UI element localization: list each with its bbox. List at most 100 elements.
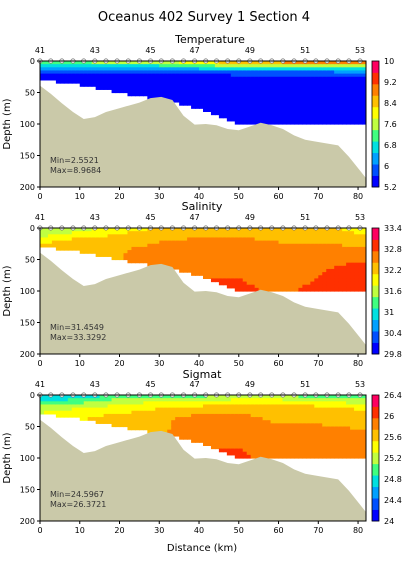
field-cell — [314, 281, 319, 286]
field-cell — [214, 89, 220, 94]
field-cell — [191, 243, 196, 248]
field-cell — [91, 401, 97, 406]
field-cell — [318, 228, 323, 232]
field-cell — [226, 101, 232, 106]
field-cell — [286, 420, 292, 424]
station-label: 45 — [145, 380, 155, 389]
field-cell — [274, 105, 280, 109]
field-cell — [274, 250, 280, 254]
field-cell — [322, 228, 327, 232]
field-cell — [179, 435, 184, 440]
field-cell — [187, 73, 192, 78]
field-cell — [155, 407, 160, 412]
field-cell — [322, 64, 327, 68]
colorbar — [371, 227, 380, 355]
field-cell — [290, 445, 296, 450]
field-cell — [139, 67, 144, 72]
colorbar-swatch — [372, 486, 379, 499]
field-cell — [270, 451, 276, 456]
x-tick-label: 30 — [154, 192, 164, 201]
field-cell — [346, 268, 351, 273]
field-cell — [342, 117, 347, 122]
field-cell — [318, 451, 323, 456]
field-cell — [127, 253, 133, 257]
field-cell — [342, 240, 347, 245]
field-cell — [214, 79, 220, 84]
field-cell — [306, 268, 311, 273]
field-cell — [131, 256, 137, 261]
field-cell — [151, 398, 156, 402]
field-cell — [314, 79, 319, 84]
field-cell — [238, 105, 244, 109]
station-label: 49 — [245, 213, 255, 222]
field-cell — [322, 404, 327, 409]
field-cell — [115, 250, 121, 254]
field-cell — [294, 410, 300, 415]
field-cell — [338, 268, 343, 273]
field-cell — [246, 407, 252, 412]
field-cell — [238, 451, 244, 456]
field-cell — [40, 234, 45, 239]
field-cell — [210, 426, 216, 431]
field-cell — [79, 234, 85, 239]
field-cell — [338, 114, 343, 119]
field-cell — [67, 237, 73, 242]
field-cell — [262, 105, 268, 109]
field-cell — [338, 228, 343, 232]
field-cell — [167, 76, 172, 81]
field-cell — [358, 442, 363, 446]
field-cell — [294, 259, 300, 264]
field-cell — [274, 95, 280, 100]
field-cell — [298, 253, 303, 257]
field-cell — [151, 420, 156, 424]
field-cell — [254, 423, 260, 428]
field-cell — [362, 231, 366, 235]
field-cell — [206, 253, 212, 257]
colorbar-swatch — [372, 129, 379, 142]
field-cell — [318, 417, 323, 421]
field-cell — [246, 287, 252, 292]
field-cell — [298, 92, 303, 97]
field-cell — [262, 92, 268, 97]
field-cell — [79, 410, 85, 415]
field-cell — [338, 61, 343, 65]
field-cell — [159, 76, 164, 81]
field-cell — [278, 246, 284, 251]
field-cell — [214, 237, 220, 242]
field-cell — [171, 423, 176, 428]
field-cell — [175, 86, 180, 90]
field-cell — [107, 64, 113, 68]
field-cell — [47, 240, 53, 245]
field-cell — [155, 253, 160, 257]
max-label: Max=26.3721 — [50, 500, 106, 509]
field-cell — [63, 410, 69, 415]
field-cell — [103, 234, 109, 239]
field-cell — [254, 262, 260, 267]
field-cell — [155, 395, 160, 399]
field-cell — [242, 259, 248, 264]
field-cell — [250, 420, 256, 424]
field-cell — [362, 98, 366, 103]
field-cell — [147, 404, 152, 409]
y-tick-label: 200 — [20, 350, 35, 359]
field-cell — [191, 86, 196, 90]
field-cell — [222, 275, 228, 279]
field-cell — [242, 445, 248, 450]
field-cell — [358, 448, 363, 453]
field-cell — [326, 108, 331, 112]
field-cell — [199, 89, 204, 94]
field-cell — [278, 442, 284, 446]
field-cell — [210, 73, 216, 78]
field-cell — [195, 95, 200, 100]
field-cell — [246, 420, 252, 424]
field-cell — [127, 64, 133, 68]
field-cell — [99, 83, 105, 87]
field-cell — [326, 70, 331, 75]
field-cell — [262, 98, 268, 103]
field-cell — [91, 417, 97, 421]
field-cell — [306, 89, 311, 94]
field-cell — [342, 404, 347, 409]
field-cell — [326, 120, 331, 125]
field-cell — [119, 401, 125, 406]
field-cell — [318, 398, 323, 402]
